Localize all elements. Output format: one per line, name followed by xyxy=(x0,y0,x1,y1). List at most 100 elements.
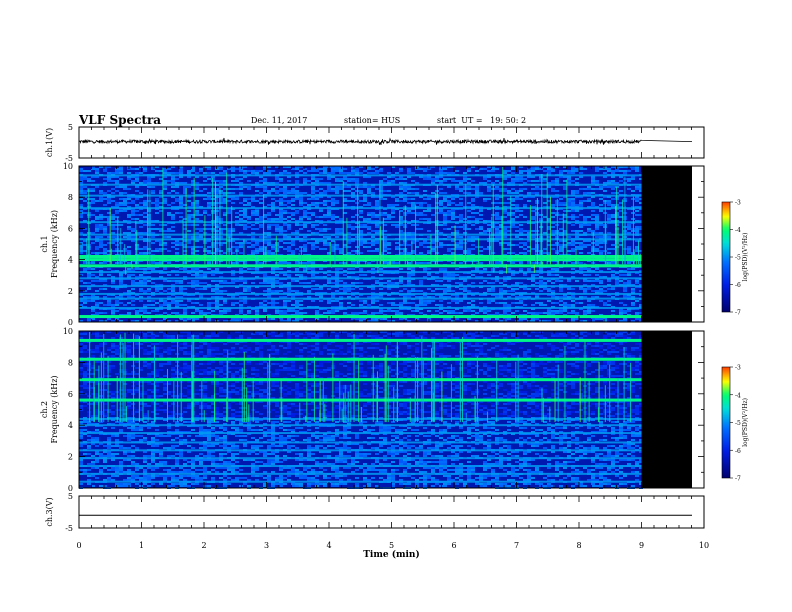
spectrogram-cell xyxy=(351,196,355,198)
spectrogram-cell xyxy=(639,250,643,252)
spectrogram-cell xyxy=(539,180,543,182)
spectrogram-cell xyxy=(335,284,339,286)
spectrogram-cell xyxy=(627,226,631,228)
spectrogram-cell xyxy=(135,276,139,278)
spectrogram-cell xyxy=(99,228,103,230)
spectrogram-cell xyxy=(511,288,515,290)
spectrogram-cell xyxy=(415,318,419,320)
spectrogram-cell xyxy=(551,244,555,246)
spectrogram-cell xyxy=(355,172,359,174)
spectrogram-cell xyxy=(623,166,627,168)
spectrogram-cell xyxy=(375,170,379,172)
spectrogram-cell xyxy=(255,312,259,314)
spectrogram-cell xyxy=(359,240,363,242)
spectrogram-cell xyxy=(263,290,267,292)
spectrogram-cell xyxy=(119,320,123,322)
spectrogram-cell xyxy=(499,176,503,178)
spectrogram-cell xyxy=(559,218,563,220)
spectrogram-cell xyxy=(427,246,431,248)
spectrogram-cell xyxy=(415,296,419,298)
spectrogram-cell xyxy=(331,248,335,250)
spectrogram-cell xyxy=(347,226,351,228)
spectrogram-cell xyxy=(327,274,331,276)
spectrogram-cell xyxy=(171,206,175,208)
spectrogram-cell xyxy=(263,320,267,322)
spectrogram-cell xyxy=(79,280,83,282)
spectrogram-cell xyxy=(559,304,563,306)
spectrogram-cell xyxy=(443,198,447,200)
spectrogram-cell xyxy=(83,270,87,272)
spectrogram-cell xyxy=(391,270,395,272)
spectrogram-cell xyxy=(351,304,355,306)
spectrogram-cell xyxy=(523,216,527,218)
spectrogram-cell xyxy=(283,304,287,306)
spectrogram-cell xyxy=(567,216,571,218)
spectrogram-cell xyxy=(291,250,295,252)
spectrogram-cell xyxy=(143,246,147,248)
spectrogram-cell xyxy=(435,304,439,306)
spectrogram-cell xyxy=(475,312,479,314)
spectrogram-cell xyxy=(631,290,635,292)
spectrogram-cell xyxy=(639,270,643,272)
spectrogram-cell xyxy=(219,206,223,208)
spectrogram-cell xyxy=(251,206,255,208)
spectrogram-cell xyxy=(155,198,159,200)
spectrogram-cell xyxy=(127,276,131,278)
spectrogram-cell xyxy=(303,268,307,270)
spectrogram-cell xyxy=(263,166,267,168)
spectrogram-cell xyxy=(415,212,419,214)
spectrogram-cell xyxy=(447,196,451,198)
spectrogram-cell xyxy=(83,200,87,202)
spectrogram-cell xyxy=(223,302,227,304)
spectrogram-cell xyxy=(139,220,143,222)
spectrogram-cell xyxy=(303,224,307,226)
spectrogram-cell xyxy=(175,198,179,200)
spectrogram-cell xyxy=(195,308,199,310)
spectrogram-cell xyxy=(399,170,403,172)
spectrogram-cell xyxy=(439,200,443,202)
spectrogram-cell xyxy=(159,304,163,306)
spectrogram-cell xyxy=(295,314,299,316)
spectrogram-cell xyxy=(507,310,511,312)
spectrogram-cell xyxy=(551,232,555,234)
spectrogram-cell xyxy=(219,280,223,282)
spectrogram-cell xyxy=(627,188,631,190)
spectrogram-cell xyxy=(483,310,487,312)
spectrogram-cell xyxy=(87,268,91,270)
spectrogram-cell xyxy=(147,220,151,222)
spectrogram-cell xyxy=(239,192,243,194)
spectrogram-cell xyxy=(419,280,423,282)
spectrogram-cell xyxy=(123,186,127,188)
spectrogram-cell xyxy=(335,276,339,278)
spectrogram-cell xyxy=(355,282,359,284)
spectrogram-cell xyxy=(551,312,555,314)
spectrogram-cell xyxy=(495,228,499,230)
spectrogram-cell xyxy=(115,262,119,264)
spectrogram-cell xyxy=(423,170,427,172)
spectrogram-cell xyxy=(311,262,315,264)
spectrogram-cell xyxy=(175,244,179,246)
spectrogram-cell xyxy=(151,220,155,222)
spectrogram-cell xyxy=(387,262,391,264)
spectrogram-cell xyxy=(191,248,195,250)
spectrogram-cell xyxy=(279,314,283,316)
spectrogram-cell xyxy=(275,244,279,246)
spectrogram-cell xyxy=(603,172,607,174)
spectrogram-cell xyxy=(575,280,579,282)
spectrogram-cell xyxy=(467,290,471,292)
spectrogram-cell xyxy=(515,284,519,286)
spectrogram-cell xyxy=(315,318,319,320)
spectrogram-cell xyxy=(199,220,203,222)
spectrogram-cell xyxy=(291,294,295,296)
spectrogram-cell xyxy=(115,250,119,252)
spectrogram-cell xyxy=(327,282,331,284)
spectrogram-cell xyxy=(591,202,595,204)
spectrogram-cell xyxy=(83,186,87,188)
spectrogram-cell xyxy=(135,284,139,286)
spectrogram-cell xyxy=(235,294,239,296)
spectrogram-cell xyxy=(407,244,411,246)
spectrogram-cell xyxy=(467,252,471,254)
spectrogram-cell xyxy=(195,268,199,270)
spectrogram-cell xyxy=(163,236,167,238)
spectrogram-cell xyxy=(559,310,563,312)
